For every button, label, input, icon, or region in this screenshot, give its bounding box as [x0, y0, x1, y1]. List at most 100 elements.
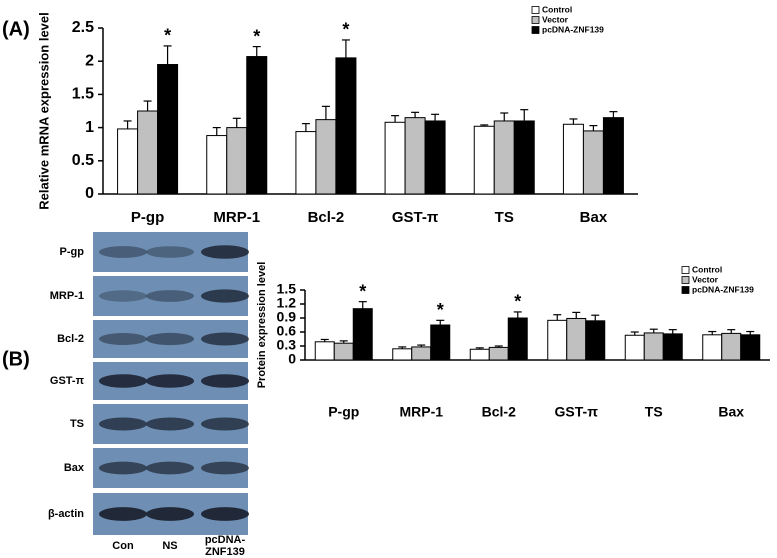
bar — [315, 119, 337, 195]
bar — [137, 110, 159, 195]
panel-label: (B) — [2, 348, 30, 370]
bar — [493, 120, 515, 195]
blot-row-label: P-gp — [60, 246, 85, 258]
bar — [513, 120, 535, 195]
blot-row-label: MRP-1 — [50, 290, 84, 302]
bar — [314, 341, 335, 361]
legend-label: Vector — [692, 274, 719, 284]
bar — [206, 135, 228, 195]
y-tick-label: 0.3 — [277, 337, 297, 353]
x-tick-label: GST-π — [555, 404, 599, 420]
bar — [424, 120, 446, 195]
bar — [547, 319, 568, 361]
legend-swatch — [681, 266, 690, 274]
bar — [624, 334, 645, 361]
blot-row-label: GST-π — [50, 375, 85, 387]
blot-band — [99, 417, 147, 431]
blot-band — [99, 374, 147, 388]
bar — [384, 121, 406, 195]
bar — [333, 342, 354, 361]
bar — [566, 317, 587, 361]
bar — [721, 332, 742, 361]
blot-band — [201, 245, 249, 259]
x-tick-label: Bcl-2 — [482, 404, 516, 420]
panel-label: (A) — [2, 18, 30, 40]
y-tick-label: 0 — [288, 351, 296, 367]
blot-row-label: TS — [70, 418, 84, 430]
x-tick-label: TS — [495, 209, 514, 226]
blot-band — [146, 374, 194, 388]
bar — [404, 117, 426, 195]
bar — [585, 320, 606, 361]
legend-swatch — [531, 6, 540, 14]
y-tick-label: 0.6 — [277, 323, 297, 339]
x-tick-label: MRP-1 — [213, 209, 260, 226]
y-tick-label: 2 — [85, 52, 94, 69]
bar — [246, 56, 268, 195]
x-tick-label: P-gp — [328, 404, 359, 420]
bar — [702, 334, 723, 361]
bar — [295, 131, 317, 195]
blot-band — [146, 290, 194, 302]
y-tick-label: 0.5 — [72, 152, 94, 169]
blot-lane-label: pcDNA-ZNF139 — [204, 534, 246, 558]
bar — [430, 324, 451, 361]
x-tick-label: Bax — [580, 209, 608, 226]
x-tick-label: GST-π — [392, 209, 439, 226]
x-tick-label: MRP-1 — [399, 404, 443, 420]
legend-label: pcDNA-ZNF139 — [542, 24, 604, 34]
significance-marker: * — [514, 292, 521, 312]
y-tick-label: 1 — [85, 119, 94, 136]
blot-band — [201, 374, 249, 388]
bar — [469, 348, 490, 361]
blot-band — [201, 332, 249, 346]
significance-marker: * — [342, 20, 349, 40]
blot-band — [146, 461, 194, 475]
blot-band — [146, 246, 194, 258]
x-tick-label: TS — [645, 404, 663, 420]
blot-band — [146, 507, 194, 521]
bar — [740, 334, 761, 361]
blot-lane-label: Con — [112, 540, 134, 552]
blot-band — [146, 332, 194, 346]
blot-band — [99, 461, 147, 475]
bar — [507, 317, 528, 361]
y-axis-label: Protein expression level — [256, 262, 268, 389]
bar — [602, 117, 624, 195]
bar — [226, 127, 248, 195]
legend-swatch — [531, 26, 540, 34]
y-tick-label: 0.9 — [277, 309, 297, 325]
legend-swatch — [531, 16, 540, 24]
blot-row-label: Bax — [64, 462, 85, 474]
blot-band — [201, 289, 249, 303]
bar — [562, 123, 584, 195]
bar — [488, 346, 509, 361]
bar — [352, 308, 373, 361]
blot-band — [201, 461, 249, 475]
y-tick-label: 1.5 — [277, 281, 297, 297]
y-tick-label: 0 — [85, 185, 94, 202]
significance-marker: * — [253, 26, 260, 46]
legend-label: Control — [542, 4, 572, 14]
blot-lane-label: NS — [162, 540, 178, 552]
bar — [643, 332, 664, 361]
significance-marker: * — [359, 281, 366, 301]
bar — [335, 57, 357, 195]
bar — [392, 348, 413, 361]
blot-band — [99, 333, 147, 345]
bar — [582, 130, 604, 195]
bar — [411, 346, 432, 361]
blot-row-label: β-actin — [48, 508, 84, 520]
x-tick-label: P-gp — [131, 209, 164, 226]
legend-label: Control — [692, 264, 722, 274]
x-tick-label: Bcl-2 — [308, 209, 345, 226]
blot-band — [99, 246, 147, 258]
legend-swatch — [681, 286, 690, 294]
blot-row-label: Bcl-2 — [57, 333, 84, 345]
blot-band — [99, 507, 147, 521]
blot-band — [201, 507, 249, 521]
x-tick-label: Bax — [718, 404, 744, 420]
y-tick-label: 2.5 — [72, 19, 94, 36]
